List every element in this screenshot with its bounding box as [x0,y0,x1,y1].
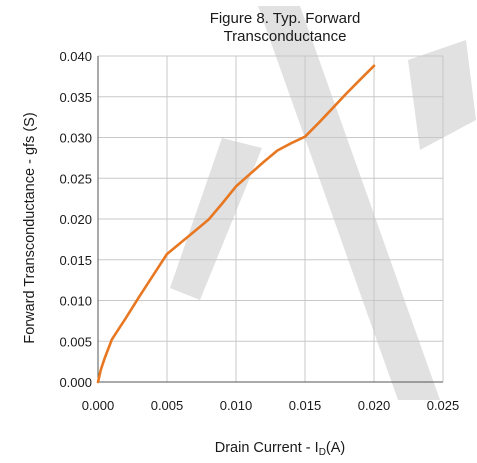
watermark-stroke [408,40,476,150]
chart-title: Figure 8. Typ. Forward Transconductance [210,10,361,45]
x-axis-label: Drain Current - ID(A) [215,440,346,458]
y-tick-label: 0.040 [59,49,92,64]
y-tick-labels: 0.000 0.005 0.010 0.015 0.020 0.025 0.030 0.035… [59,49,92,390]
x-tick-label: 0.005 [151,398,184,413]
chart-title-line-2: Transconductance [224,28,347,45]
y-tick-label: 0.025 [59,171,92,186]
y-tick-label: 0.005 [59,334,92,349]
y-tick-label: 0.015 [59,253,92,268]
y-tick-label: 0.020 [59,212,92,227]
y-tick-label: 0.030 [59,131,92,146]
x-axis-label-suffix: (A) [326,440,345,456]
x-tick-label: 0.025 [427,398,460,413]
y-tick-label: 0.035 [59,90,92,105]
series-line [96,64,376,384]
y-axis-label: Forward Transconductance - gfs (S) [22,112,38,343]
x-axis-label-prefix: Drain Current - I [215,440,319,456]
x-tick-label: 0.010 [220,398,253,413]
series-layer [96,64,376,384]
y-tick-label: 0.010 [59,294,92,309]
y-tick-label: 0.000 [59,375,92,390]
x-axis-label-subscript: D [319,447,326,458]
watermark-stroke [258,6,440,400]
x-tick-label: 0.020 [358,398,391,413]
x-tick-label: 0.015 [289,398,322,413]
plot-frame [97,56,443,383]
x-tick-labels: 0.000 0.005 0.010 0.015 0.020 0.025 [82,398,460,413]
x-tick-label: 0.000 [82,398,115,413]
chart-title-line-1: Figure 8. Typ. Forward [210,10,361,27]
